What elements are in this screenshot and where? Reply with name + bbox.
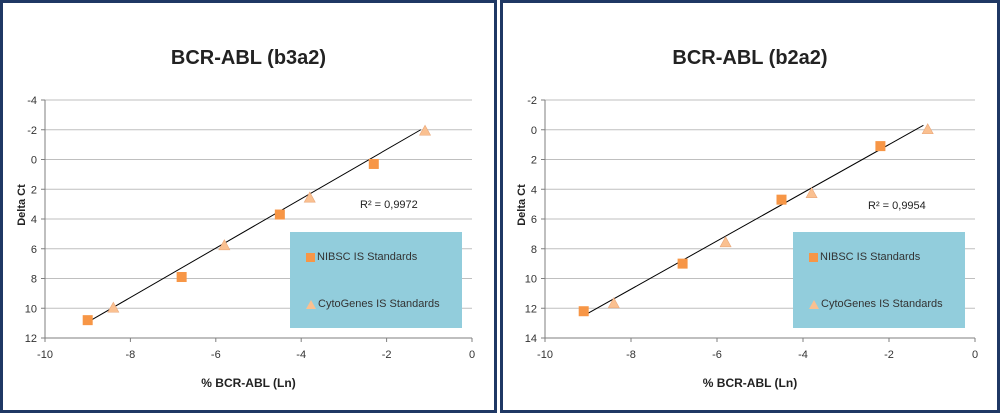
- chart-title: BCR-ABL (b3a2): [170, 47, 327, 69]
- y-tick-label: 6: [31, 244, 37, 256]
- square-marker-icon: [306, 252, 315, 262]
- y-tick-label: 0: [531, 125, 537, 137]
- data-point-triangle: [805, 187, 818, 199]
- legend: NIBSC IS Standards CytoGenes IS Standard…: [793, 232, 965, 328]
- data-point-square: [274, 209, 285, 220]
- triangle-marker-icon: [809, 299, 819, 309]
- x-tick-label: 0: [972, 349, 978, 361]
- x-axis-label: % BCR-ABL (Ln): [702, 376, 798, 390]
- chart-panel-b3a2: -4 -2 0 2 4 6 8 10 12 -10 -8 -6 -4 -2 0 BCR-ABL (b3a2)…: [0, 0, 497, 413]
- data-point-square: [677, 258, 688, 269]
- y-tick-label: 10: [25, 303, 37, 315]
- x-tick-label: -4: [798, 349, 808, 361]
- y-tick-label: 14: [525, 333, 537, 345]
- y-tick-label: 4: [31, 214, 37, 226]
- legend-label: NIBSC IS Standards: [317, 251, 418, 263]
- data-point-triangle: [107, 301, 120, 313]
- x-tick-label: -8: [126, 349, 136, 361]
- legend-item-nibsc: NIBSC IS Standards: [306, 251, 417, 263]
- y-tick-label: 8: [31, 274, 37, 286]
- data-point-triangle: [419, 124, 432, 136]
- y-tick-label: -4: [27, 95, 37, 107]
- x-tick-label: -10: [537, 349, 553, 361]
- y-tick-label: 2: [531, 155, 537, 167]
- data-point-square: [368, 158, 379, 169]
- data-point-square: [176, 272, 187, 283]
- chart-panel-b2a2: -2 0 2 4 6 8 10 12 14 -10 -8 -6 -4 -2 0 BCR-ABL (b2a2)…: [500, 0, 1000, 413]
- trendline: [583, 124, 924, 317]
- legend-label: NIBSC IS Standards: [820, 251, 921, 263]
- x-tick-label: -2: [884, 349, 894, 361]
- y-tick-label: 4: [531, 184, 537, 196]
- x-tick-label: -6: [211, 349, 221, 361]
- y-tick-label: 12: [25, 333, 37, 345]
- x-tick-label: -6: [712, 349, 722, 361]
- x-tick-label: -8: [626, 349, 636, 361]
- y-tick-label: 12: [525, 303, 537, 315]
- data-point-triangle: [607, 297, 620, 309]
- x-tick-label: -10: [37, 349, 53, 361]
- data-point-triangle: [218, 239, 231, 251]
- x-tick-label: 0: [469, 349, 475, 361]
- r-squared-label: R² = 0,9972: [360, 199, 418, 211]
- trendline: [83, 129, 422, 326]
- r-squared-label: R² = 0,9954: [868, 200, 926, 212]
- legend-item-nibsc: NIBSC IS Standards: [809, 251, 920, 263]
- data-point-triangle: [719, 236, 732, 248]
- y-tick-label: 8: [531, 244, 537, 256]
- legend-item-cytogenes: CytoGenes IS Standards: [809, 298, 943, 310]
- legend: NIBSC IS Standards CytoGenes IS Standard…: [290, 232, 462, 328]
- y-tick-label: 0: [31, 155, 37, 167]
- data-point-square: [776, 194, 787, 205]
- y-tick-label: -2: [27, 125, 37, 137]
- y-tick-label: -2: [527, 95, 537, 107]
- y-tick-label: 10: [525, 274, 537, 286]
- x-tick-label: -4: [296, 349, 306, 361]
- y-tick-label: 6: [531, 214, 537, 226]
- chart-title: BCR-ABL (b2a2): [672, 47, 828, 69]
- legend-item-cytogenes: CytoGenes IS Standards: [306, 298, 440, 310]
- square-marker-icon: [809, 252, 818, 262]
- data-point-square: [82, 315, 93, 326]
- data-point-square: [578, 306, 589, 317]
- y-axis-label: Delta Ct: [16, 184, 28, 226]
- legend-label: CytoGenes IS Standards: [821, 298, 943, 310]
- data-point-square: [875, 141, 886, 152]
- x-tick-label: -2: [382, 349, 392, 361]
- data-point-triangle: [303, 191, 316, 203]
- x-axis-label: % BCR-ABL (Ln): [201, 376, 296, 390]
- y-tick-label: 2: [31, 184, 37, 196]
- triangle-marker-icon: [306, 299, 316, 309]
- legend-label: CytoGenes IS Standards: [318, 298, 440, 310]
- data-point-triangle: [921, 123, 934, 135]
- y-axis-label: Delta Ct: [516, 184, 528, 226]
